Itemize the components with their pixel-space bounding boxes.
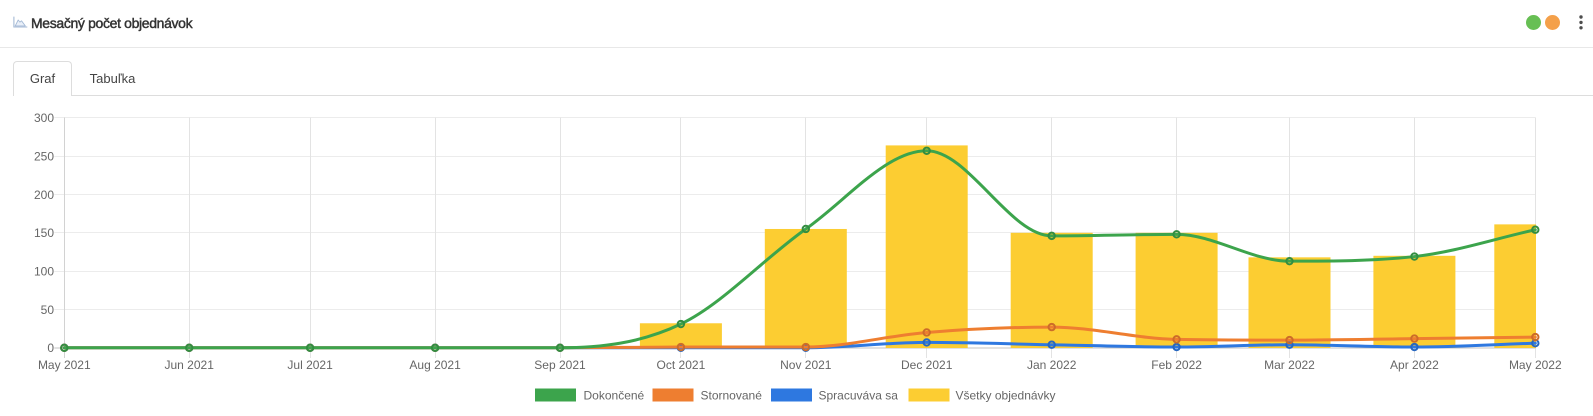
svg-text:Aug 2021: Aug 2021	[409, 358, 461, 372]
svg-text:Feb 2022: Feb 2022	[1151, 358, 1202, 372]
svg-text:100: 100	[34, 264, 54, 278]
svg-text:Jan 2022: Jan 2022	[1027, 358, 1077, 372]
svg-text:Všetky objednávky: Všetky objednávky	[956, 389, 1056, 403]
svg-text:Nov 2021: Nov 2021	[780, 358, 832, 372]
svg-text:May 2022: May 2022	[1509, 358, 1562, 372]
svg-text:Sep 2021: Sep 2021	[534, 358, 586, 372]
svg-text:200: 200	[34, 188, 54, 202]
svg-text:Apr 2022: Apr 2022	[1390, 358, 1439, 372]
svg-text:Dokončené: Dokončené	[584, 389, 645, 403]
svg-text:Stornované: Stornované	[701, 389, 763, 403]
svg-text:Jun 2021: Jun 2021	[165, 358, 215, 372]
svg-text:0: 0	[47, 341, 54, 355]
svg-text:150: 150	[34, 226, 54, 240]
svg-text:300: 300	[34, 111, 54, 125]
svg-text:May 2021: May 2021	[38, 358, 91, 372]
svg-text:Jul 2021: Jul 2021	[287, 358, 333, 372]
svg-text:250: 250	[34, 149, 54, 163]
svg-text:Mar 2022: Mar 2022	[1264, 358, 1315, 372]
svg-text:50: 50	[41, 303, 55, 317]
svg-text:Dec 2021: Dec 2021	[901, 358, 953, 372]
svg-text:Oct 2021: Oct 2021	[657, 358, 706, 372]
svg-text:Spracuváva sa: Spracuváva sa	[819, 389, 899, 403]
